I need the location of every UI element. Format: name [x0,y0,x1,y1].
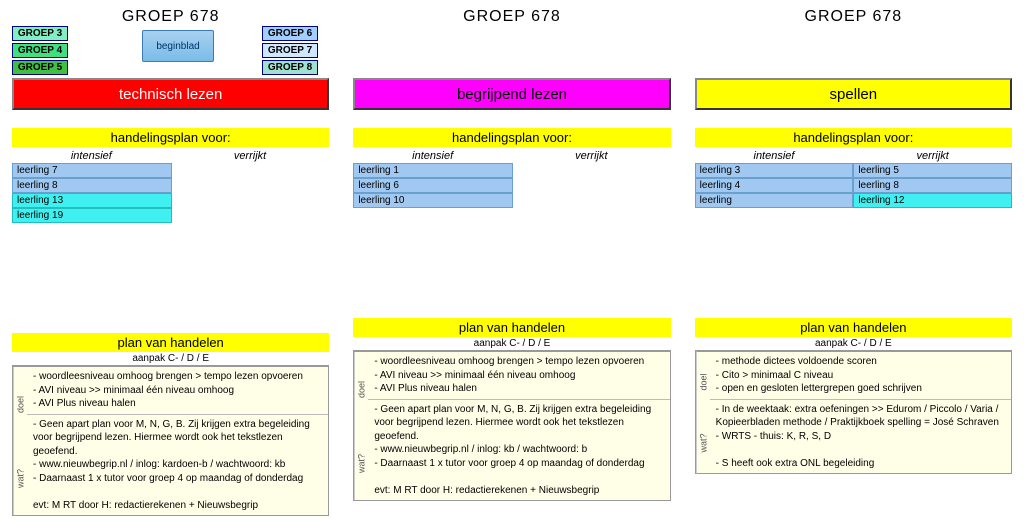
leerling-cell[interactable]: leerling 3 [695,163,854,178]
doel-content: - woordleesniveau omhoog brengen > tempo… [368,352,669,400]
leerling-cell [172,208,330,223]
leerling-cell [513,193,671,208]
groep-nav-button[interactable]: GROEP 7 [262,43,318,58]
groep-nav-button[interactable]: GROEP 4 [12,43,68,58]
wat-content: - Geen apart plan voor M, N, G, B. Zij k… [27,415,328,516]
doel-label: doel [354,352,368,426]
aanpak-label: aanpak C- / D / E [695,337,1012,351]
groep-nav-button[interactable]: GROEP 3 [12,26,68,41]
handelingsplan-header: handelingsplan voor: [353,128,670,147]
subject-bar[interactable]: spellen [695,78,1012,110]
leerling-cell[interactable]: leerling 13 [12,193,172,208]
leerling-cell[interactable]: leerling 5 [853,163,1012,178]
leerling-cell[interactable]: leerling 19 [12,208,172,223]
wat-label: wat? [13,441,27,515]
doel-label: doel [696,352,710,413]
leerling-cell [172,193,330,208]
leerling-cell [513,163,671,178]
groep-nav-button[interactable]: GROEP 5 [12,60,68,75]
leerling-cell[interactable]: leerling 8 [853,178,1012,193]
handelingsplan-header: handelingsplan voor: [12,128,329,147]
groep-nav-button[interactable]: GROEP 6 [262,26,318,41]
intensief-label: intensief [353,149,512,163]
plan-van-handelen-header: plan van handelen [353,318,670,337]
intensief-label: intensief [695,149,854,163]
doel-content: - methode dictees voldoende scoren- Cito… [710,352,1011,400]
subject-bar[interactable]: begrijpend lezen [353,78,670,110]
wat-content: - Geen apart plan voor M, N, G, B. Zij k… [368,400,669,501]
groep-title: GROEP 678 [353,8,670,26]
leerling-cell[interactable]: leerling 6 [353,178,513,193]
groep-nav-button[interactable]: GROEP 8 [262,60,318,75]
leerling-cell[interactable]: leerling 1 [353,163,513,178]
leerling-cell [513,178,671,193]
wat-label: wat? [354,426,368,500]
leerling-cell[interactable]: leerling 8 [12,178,172,193]
plan-van-handelen-header: plan van handelen [695,318,1012,337]
aanpak-label: aanpak C- / D / E [12,352,329,366]
leerling-cell [172,163,330,178]
leerling-cell [172,178,330,193]
wat-label: wat? [696,413,710,474]
wat-content: - In de weektaak: extra oefeningen >> Ed… [710,400,1011,474]
doel-label: doel [13,367,27,441]
verrijkt-label: verrijkt [853,149,1012,163]
subject-bar[interactable]: technisch lezen [12,78,329,110]
leerling-cell[interactable]: leerling [695,193,854,208]
leerling-cell[interactable]: leerling 4 [695,178,854,193]
beginblad-button[interactable]: beginblad [142,30,214,62]
aanpak-label: aanpak C- / D / E [353,337,670,351]
groep-title: GROEP 678 [12,8,329,26]
verrijkt-label: verrijkt [512,149,671,163]
groep-title: GROEP 678 [695,8,1012,26]
doel-content: - woordleesniveau omhoog brengen > tempo… [27,367,328,415]
handelingsplan-header: handelingsplan voor: [695,128,1012,147]
leerling-cell[interactable]: leerling 10 [353,193,513,208]
intensief-label: intensief [12,149,171,163]
leerling-cell[interactable]: leerling 12 [853,193,1012,208]
verrijkt-label: verrijkt [171,149,330,163]
plan-van-handelen-header: plan van handelen [12,333,329,352]
leerling-cell[interactable]: leerling 7 [12,163,172,178]
